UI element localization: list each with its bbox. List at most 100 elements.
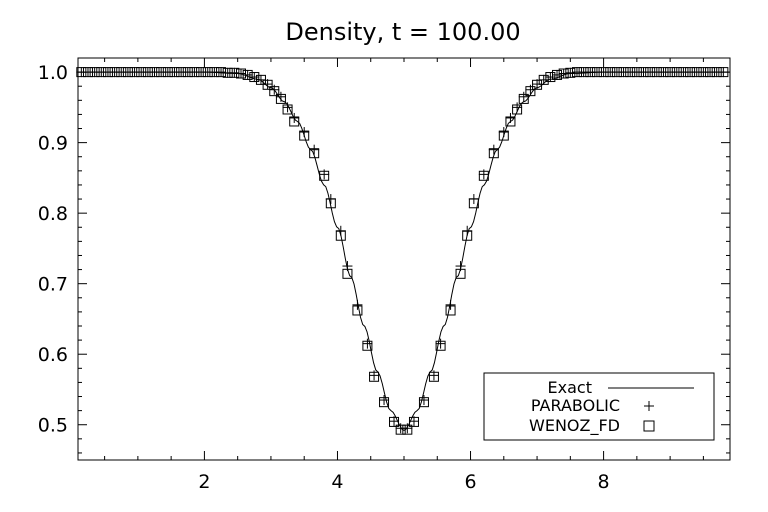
wenoz-square-point	[558, 68, 569, 79]
chart-title: Density, t = 100.00	[285, 18, 520, 46]
wenoz-square-point	[222, 67, 233, 78]
wenoz-square-point	[605, 67, 616, 78]
wenoz-square-point	[182, 67, 193, 78]
wenoz-square-point	[156, 67, 167, 78]
wenoz-square-point	[196, 67, 207, 78]
legend-label: Exact	[548, 378, 592, 397]
wenoz-square-point	[525, 86, 536, 97]
legend-label: WENOZ_FD	[529, 416, 620, 436]
wenoz-square-point	[462, 230, 473, 241]
wenoz-square-point	[552, 69, 563, 80]
wenoz-square-point	[149, 67, 160, 78]
parabolic-point	[445, 299, 456, 310]
axes: 2 4 6 8 0.5 0.6 0.7 0.8 0.9 1.0	[38, 58, 730, 493]
wenoz-square-point	[591, 67, 602, 78]
wenoz-square-point	[262, 79, 273, 90]
wenoz-square-point	[468, 198, 479, 209]
wenoz-square-point	[335, 230, 346, 241]
wenoz-square-point	[538, 74, 549, 85]
wenoz-square-point	[389, 416, 400, 427]
wenoz-square-point	[76, 67, 87, 78]
wenoz-square-point	[658, 67, 669, 78]
series-layer	[76, 67, 730, 435]
wenoz-square-point	[369, 371, 380, 382]
wenoz-square-point	[229, 67, 240, 78]
wenoz-square-point	[395, 424, 406, 435]
wenoz-square-point	[216, 67, 227, 78]
wenoz-square-point	[691, 67, 702, 78]
wenoz-square-point	[102, 67, 113, 78]
parabolic-point	[558, 68, 569, 79]
wenoz-square-point	[638, 67, 649, 78]
parabolic-point	[488, 144, 499, 155]
wenoz-square-point	[578, 67, 589, 78]
wenoz-square-point	[242, 69, 253, 80]
parabolic-point	[435, 338, 446, 349]
wenoz-square-point	[269, 86, 280, 97]
wenoz-square-point	[651, 67, 662, 78]
wenoz-square-point	[176, 67, 187, 78]
x-tick-label: 2	[198, 471, 210, 493]
legend-box	[483, 372, 715, 441]
parabolic-point	[362, 338, 373, 349]
parabolic-point	[379, 395, 390, 406]
wenoz-square-point	[445, 305, 456, 316]
parabolic-point	[236, 68, 246, 79]
wenoz-square-point	[289, 116, 300, 127]
x-tick-label: 6	[464, 471, 476, 493]
wenoz-square-point	[275, 93, 286, 104]
wenoz-square-point	[136, 67, 147, 78]
wenoz-square-point	[319, 170, 330, 181]
wenoz-square-point	[282, 104, 293, 115]
wenoz-square-point	[645, 67, 656, 78]
y-tick-label: 0.6	[38, 344, 68, 366]
wenoz-square-point	[498, 130, 509, 141]
parabolic-point	[216, 67, 227, 78]
wenoz-square-point	[299, 130, 310, 141]
wenoz-square-point	[671, 67, 682, 78]
wenoz-square-point	[478, 170, 489, 181]
parabolic-point	[565, 67, 576, 78]
wenoz-square-point	[309, 148, 320, 159]
y-tick-label: 1.0	[38, 62, 68, 84]
parabolic-point	[552, 69, 563, 80]
wenoz-square-point	[705, 67, 716, 78]
wenoz-square-point	[236, 68, 246, 79]
wenoz-square-point	[209, 67, 220, 78]
wenoz-square-point	[455, 268, 466, 279]
wenoz-square-point	[162, 67, 173, 78]
wenoz-square-point	[129, 67, 140, 78]
parabolic-point	[352, 299, 363, 310]
wenoz-square-point	[408, 416, 419, 427]
y-tick-label: 0.8	[38, 203, 68, 225]
wenoz-square-point	[342, 268, 353, 279]
wenoz-square-point	[598, 67, 609, 78]
x-tick-label: 8	[598, 471, 610, 493]
y-tick-label: 0.7	[38, 274, 68, 296]
parabolic-point	[229, 67, 240, 78]
wenoz-square-point	[625, 67, 636, 78]
wenoz-square-point	[96, 67, 107, 78]
parabolic-point	[249, 72, 260, 83]
wenoz-square-point	[189, 67, 200, 78]
wenoz-square-point	[685, 67, 696, 78]
y-tick-label: 0.9	[38, 133, 68, 155]
wenoz-square-point	[718, 67, 729, 78]
wenoz-square-point	[122, 67, 133, 78]
wenoz-square-point	[678, 67, 689, 78]
x-tick-label: 4	[331, 471, 343, 493]
wenoz-square-point	[505, 116, 516, 127]
wenoz-square-point	[488, 148, 499, 159]
parabolic-point	[498, 127, 509, 138]
parabolic-point	[242, 69, 253, 80]
legend-label: PARABOLIC	[531, 396, 620, 415]
wenoz-square-point	[142, 67, 153, 78]
parabolic-point	[299, 127, 310, 138]
wenoz-square-point	[665, 67, 676, 78]
wenoz-square-point	[518, 93, 529, 104]
parabolic-point	[289, 112, 300, 123]
wenoz-square-point	[352, 305, 363, 316]
parabolic-point	[512, 102, 523, 113]
wenoz-square-point	[545, 72, 556, 83]
